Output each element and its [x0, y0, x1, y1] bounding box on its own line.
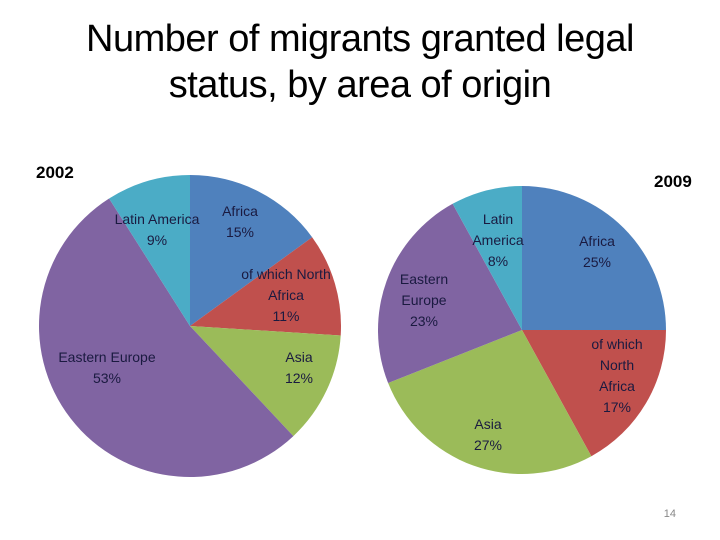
- slice-label: Asia 27%: [474, 416, 502, 453]
- pie-slice-africa: [190, 175, 313, 326]
- slide-title-line-1: Number of migrants granted legal: [86, 18, 634, 60]
- pie-slice-asia: [190, 326, 341, 437]
- slice-label: Latin America 8%: [472, 211, 524, 269]
- pie-slice-eastern-europe: [38, 198, 294, 478]
- chart-year-2009: 2009: [654, 172, 692, 191]
- pie-slice-latin-america: [109, 175, 190, 326]
- slice-label: Africa 15%: [222, 203, 258, 240]
- pie-slice-asia: [388, 330, 592, 475]
- pie-labels-2002: Africa 15% of which North Africa 11% Asia 12% E…: [58, 203, 330, 386]
- page-number: 14: [663, 508, 676, 520]
- pie-slice-of-which-north-africa: [190, 237, 341, 336]
- pie-slices-2009: [377, 186, 666, 475]
- pie-labels-2009: Africa 25% of which North Africa 17% Asia 27% Ea…: [400, 211, 643, 453]
- slice-label: of which North Africa 11%: [241, 266, 330, 324]
- pie-slice-of-which-north-africa: [522, 330, 666, 457]
- pie-slice-latin-america: [452, 186, 522, 330]
- slice-label: Eastern Europe 53%: [58, 349, 155, 386]
- slice-label: Latin America 9%: [115, 211, 200, 248]
- slice-label: Asia 12%: [285, 349, 313, 386]
- slice-label: of which North Africa 17%: [591, 336, 642, 415]
- pie-slices-2002: [38, 175, 341, 478]
- pie-chart-2009: 2009 Africa 25% of which North Africa 17% Asia…: [377, 172, 692, 475]
- pie-slice-africa: [522, 186, 666, 330]
- slice-label: Eastern Europe 23%: [400, 271, 448, 329]
- pie-slice-eastern-europe: [377, 203, 522, 384]
- chart-year-2002: 2002: [36, 163, 74, 182]
- pie-chart-2002: 2002 Africa 15% of which North Africa 11% Asi…: [36, 163, 341, 478]
- slice-label: Africa 25%: [579, 233, 615, 270]
- slide-title-line-2: status, by area of origin: [168, 64, 552, 106]
- slide-title: Number of migrants granted legal status,…: [0, 16, 720, 108]
